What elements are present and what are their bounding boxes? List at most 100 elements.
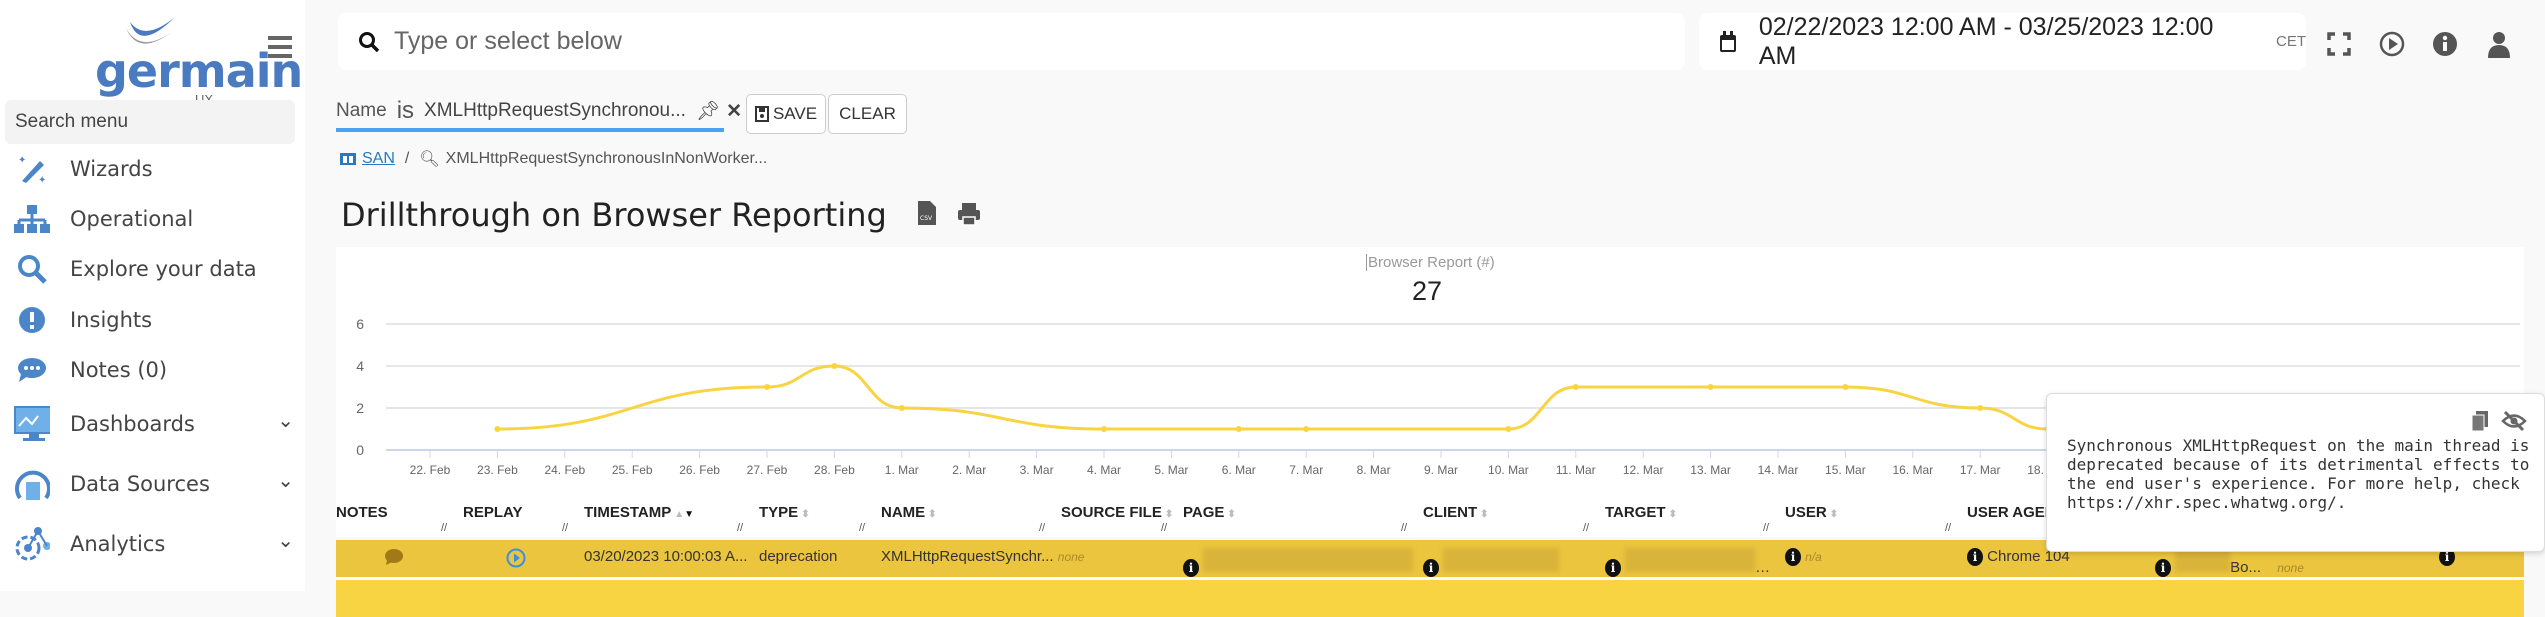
- user-agent-cell: i Chrome 104: [1967, 548, 2070, 566]
- sidebar-item-label: Notes (0): [70, 358, 168, 382]
- csv-export-icon[interactable]: CSV: [917, 200, 937, 226]
- breadcrumb: SAN / 🔍︎ XMLHttpRequestSynchronousInNonW…: [340, 149, 767, 169]
- logo-text: germain: [95, 44, 303, 98]
- play-circle-icon[interactable]: [2378, 30, 2406, 58]
- user-profile-icon[interactable]: [2485, 30, 2513, 58]
- note-comment-icon[interactable]: [384, 548, 404, 566]
- name-value: XMLHttpRequestSynchr...: [881, 548, 1054, 565]
- redacted-target: [1625, 548, 1756, 572]
- global-search-input[interactable]: Type or select below: [338, 13, 1685, 70]
- dashboard-monitor-icon: [14, 406, 50, 441]
- x-tick-label: 8. Mar: [1357, 463, 1391, 477]
- sidebar-item-data-sources[interactable]: Data Sources ⌄: [14, 464, 294, 504]
- column-resize-handle[interactable]: //: [1401, 522, 1408, 534]
- sort-icon[interactable]: ⬍: [1480, 509, 1489, 520]
- sort-icon[interactable]: ⬍: [1164, 509, 1174, 520]
- info-icon[interactable]: i: [2439, 548, 2455, 566]
- column-resize-handle[interactable]: //: [859, 522, 866, 534]
- info-circle-icon[interactable]: [2431, 30, 2459, 58]
- column-resize-handle[interactable]: //: [562, 522, 569, 534]
- sort-icon[interactable]: ⬍: [1668, 509, 1677, 520]
- column-header-user[interactable]: USER ⬍: [1785, 504, 1838, 521]
- chevron-down-icon[interactable]: ⌄: [277, 468, 294, 492]
- fullscreen-icon[interactable]: [2325, 30, 2353, 58]
- x-tick-label: 25. Feb: [612, 463, 653, 477]
- column-resize-handle[interactable]: //: [737, 522, 744, 534]
- timestamp-cell: 03/20/2023 10:00:03 A...: [584, 548, 747, 565]
- column-resize-handle[interactable]: //: [1945, 522, 1952, 534]
- column-resize-handle[interactable]: //: [1161, 522, 1168, 534]
- eye-slash-icon[interactable]: [2501, 410, 2527, 432]
- x-tick-label: 1. Mar: [885, 463, 919, 477]
- hamburger-menu-icon[interactable]: [268, 36, 292, 58]
- data-point: [1303, 426, 1310, 432]
- column-resize-handle[interactable]: //: [441, 522, 448, 534]
- info-icon[interactable]: i: [1183, 559, 1199, 577]
- chevron-down-icon[interactable]: ⌄: [277, 408, 294, 432]
- search-menu-input[interactable]: Search menu: [5, 100, 295, 144]
- sort-icon[interactable]: ⬍: [801, 509, 810, 520]
- x-tick-label: 17. Mar: [1960, 463, 2001, 477]
- sidebar-item-wizards[interactable]: ✦ ✦ Wizards: [14, 149, 294, 189]
- sidebar-item-operational[interactable]: Operational: [14, 199, 294, 239]
- column-header-target[interactable]: TARGET ⬍: [1605, 504, 1677, 521]
- column-resize-handle[interactable]: //: [1763, 522, 1770, 534]
- redacted-client: [1443, 548, 1560, 572]
- sidebar-item-explore-your-data[interactable]: Explore your data: [14, 249, 294, 289]
- sort-icon[interactable]: ⬍: [928, 509, 937, 520]
- x-tick-label: 16. Mar: [1892, 463, 1933, 477]
- notes-cell[interactable]: [384, 548, 404, 570]
- column-header-source-file[interactable]: SOURCE FILE ⬍: [1061, 504, 1173, 521]
- pin-icon[interactable]: 📌︎: [695, 101, 721, 122]
- column-header-user-agen[interactable]: USER AGEN: [1967, 504, 2056, 521]
- data-point: [1505, 426, 1512, 432]
- germain-logo[interactable]: germain UX: [95, 12, 303, 107]
- date-range-picker[interactable]: 02/22/2023 12:00 AM - 03/25/2023 12:00 A…: [1699, 13, 2306, 70]
- data-point: [1235, 426, 1242, 432]
- copy-icon[interactable]: [2471, 410, 2489, 432]
- data-point: [764, 384, 770, 390]
- sidebar-item-insights[interactable]: Insights: [14, 300, 294, 340]
- column-header-name[interactable]: NAME ⬍: [881, 504, 937, 521]
- data-point: [831, 363, 838, 369]
- column-header-client[interactable]: CLIENT ⬍: [1423, 504, 1489, 521]
- data-point: [1101, 426, 1107, 432]
- breadcrumb-root-link[interactable]: SAN: [362, 150, 395, 167]
- column-header-type[interactable]: TYPE ⬍: [759, 504, 810, 521]
- sidebar-item-dashboards[interactable]: Dashboards ⌄: [14, 404, 294, 444]
- search-placeholder: Type or select below: [394, 27, 622, 55]
- x-tick-label: 28. Feb: [814, 463, 855, 477]
- sort-icon[interactable]: ⬍: [1227, 509, 1236, 520]
- filter-field: Name: [336, 100, 387, 121]
- column-header-page[interactable]: PAGE ⬍: [1183, 504, 1236, 521]
- table-row[interactable]: [336, 580, 2524, 617]
- none-value: none: [2277, 561, 2304, 575]
- print-icon[interactable]: [957, 202, 981, 226]
- info-icon[interactable]: i: [1423, 559, 1439, 577]
- column-header-timestamp[interactable]: TIMESTAMP ▲▼: [584, 504, 694, 521]
- sidebar-item-analytics[interactable]: Analytics ⌄: [14, 524, 294, 564]
- column-resize-handle[interactable]: //: [1039, 522, 1046, 534]
- search-icon: [14, 252, 50, 286]
- replay-cell[interactable]: [506, 548, 526, 572]
- chevron-down-icon[interactable]: ⌄: [277, 528, 294, 552]
- clear-button[interactable]: CLEAR: [828, 94, 907, 134]
- column-resize-handle[interactable]: //: [1583, 522, 1590, 534]
- info-icon[interactable]: i: [1967, 548, 1983, 566]
- info-icon[interactable]: i: [1785, 548, 1801, 566]
- column-header-replay[interactable]: REPLAY: [463, 504, 522, 521]
- remove-filter-icon[interactable]: ✕: [726, 100, 742, 122]
- column-header-notes[interactable]: NOTES: [336, 504, 388, 521]
- page-title-text: Drillthrough on Browser Reporting: [341, 196, 887, 234]
- sidebar-item-notes[interactable]: Notes (0): [14, 350, 294, 390]
- info-icon[interactable]: i: [1605, 559, 1621, 577]
- replay-play-icon[interactable]: [506, 548, 526, 568]
- filter-chip-name[interactable]: Name is XMLHttpRequestSynchronou... 📌︎ ✕: [336, 94, 742, 132]
- info-icon[interactable]: i: [2155, 559, 2171, 577]
- sort-icon[interactable]: ▲▼: [674, 509, 695, 520]
- svg-text:CSV: CSV: [920, 215, 933, 222]
- save-button[interactable]: SAVE: [746, 94, 826, 134]
- sort-icon[interactable]: ⬍: [1829, 509, 1839, 520]
- magic-wand-icon: ✦ ✦: [14, 152, 50, 186]
- clear-label: CLEAR: [839, 104, 896, 123]
